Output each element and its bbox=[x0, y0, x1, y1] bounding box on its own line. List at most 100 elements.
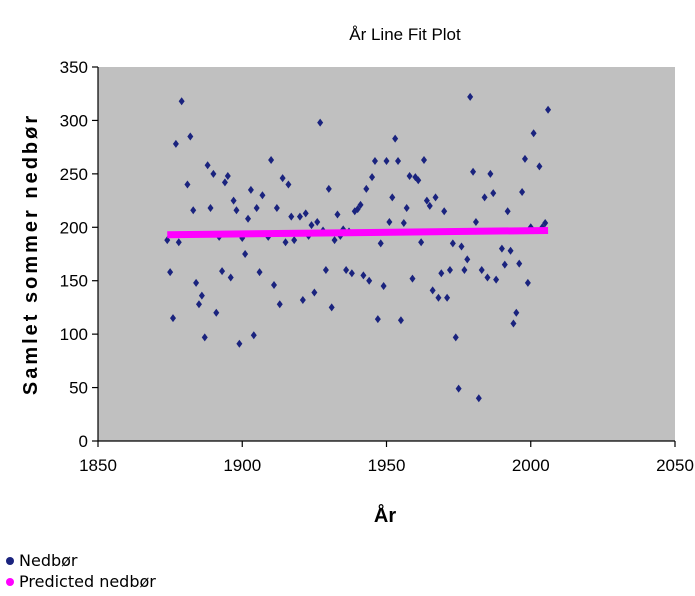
y-tick-label: 250 bbox=[60, 165, 88, 184]
data-point bbox=[472, 217, 479, 226]
data-point bbox=[386, 217, 393, 226]
data-point bbox=[256, 268, 263, 277]
data-point bbox=[389, 193, 396, 202]
data-point bbox=[236, 339, 243, 348]
data-point bbox=[444, 293, 451, 302]
data-point bbox=[204, 161, 211, 170]
data-point bbox=[369, 173, 376, 182]
data-point bbox=[175, 238, 182, 247]
x-tick-label: 2000 bbox=[512, 456, 550, 475]
data-point bbox=[464, 255, 471, 264]
data-point bbox=[219, 267, 226, 276]
data-point bbox=[296, 212, 303, 221]
plot-area bbox=[98, 67, 675, 441]
data-point bbox=[190, 206, 197, 215]
data-point bbox=[302, 209, 309, 218]
data-point bbox=[530, 129, 537, 138]
legend-label-nedbor: Nedbør bbox=[19, 551, 78, 570]
data-point bbox=[409, 274, 416, 283]
legend-item-predicted: Predicted nedbør bbox=[6, 571, 156, 592]
data-point bbox=[245, 214, 252, 223]
y-tick-label: 50 bbox=[69, 379, 88, 398]
data-point bbox=[325, 184, 332, 193]
data-point bbox=[170, 314, 177, 323]
data-point bbox=[184, 180, 191, 189]
data-point bbox=[487, 169, 494, 178]
data-point bbox=[195, 300, 202, 309]
data-point bbox=[343, 266, 350, 275]
y-tick-label: 350 bbox=[60, 58, 88, 77]
legend-marker-icon bbox=[6, 577, 14, 586]
data-point bbox=[357, 200, 364, 209]
x-tick-label: 1900 bbox=[223, 456, 261, 475]
data-point bbox=[438, 269, 445, 278]
fit-line bbox=[167, 226, 549, 239]
data-point bbox=[504, 207, 511, 216]
x-axis-title: År bbox=[374, 503, 396, 527]
data-point bbox=[524, 278, 531, 287]
data-point bbox=[513, 308, 520, 317]
data-point bbox=[435, 293, 442, 302]
x-tick-label: 2050 bbox=[656, 456, 694, 475]
data-point bbox=[383, 157, 390, 166]
data-point bbox=[377, 239, 384, 248]
data-point bbox=[478, 266, 485, 275]
data-point bbox=[178, 97, 185, 106]
data-point bbox=[458, 242, 465, 251]
data-point bbox=[299, 295, 306, 304]
line-fit-chart: År Line Fit Plot 0 50 100 150 200 250 300 350 1… bbox=[20, 25, 694, 527]
predicted-series bbox=[167, 226, 549, 239]
data-point bbox=[279, 174, 286, 183]
data-point bbox=[308, 221, 315, 230]
data-point bbox=[328, 303, 335, 312]
data-point bbox=[172, 139, 179, 148]
data-point bbox=[519, 188, 526, 197]
data-point bbox=[403, 204, 410, 213]
data-point bbox=[201, 333, 208, 342]
data-point bbox=[314, 217, 321, 226]
nedbor-series bbox=[164, 92, 552, 403]
data-point bbox=[400, 219, 407, 228]
data-point bbox=[449, 239, 456, 248]
data-point bbox=[285, 180, 292, 189]
data-point bbox=[230, 196, 237, 205]
data-point bbox=[426, 201, 433, 210]
data-point bbox=[415, 176, 422, 185]
data-point bbox=[423, 196, 430, 205]
data-point bbox=[501, 260, 508, 269]
data-point bbox=[213, 308, 220, 317]
data-point bbox=[374, 315, 381, 324]
data-point bbox=[273, 204, 280, 213]
data-point bbox=[227, 273, 234, 282]
data-point bbox=[470, 167, 477, 176]
data-point bbox=[467, 92, 474, 101]
y-tick-label: 0 bbox=[79, 432, 88, 451]
chart-legend: Nedbør Predicted nedbør bbox=[6, 550, 156, 592]
data-point bbox=[432, 193, 439, 202]
data-point bbox=[452, 333, 459, 342]
data-point bbox=[484, 273, 491, 282]
data-point bbox=[167, 268, 174, 277]
y-tick-label: 200 bbox=[60, 218, 88, 237]
data-point bbox=[276, 300, 283, 309]
data-point bbox=[493, 275, 500, 284]
x-tick-label: 1850 bbox=[79, 456, 117, 475]
data-point bbox=[291, 236, 298, 245]
data-point bbox=[418, 238, 425, 247]
legend-marker-icon bbox=[6, 556, 14, 565]
data-point bbox=[354, 205, 361, 214]
data-point bbox=[334, 210, 341, 219]
data-point bbox=[406, 171, 413, 180]
data-point bbox=[253, 204, 260, 213]
data-point bbox=[371, 157, 378, 166]
data-point bbox=[247, 185, 254, 194]
data-point bbox=[516, 259, 523, 268]
data-point bbox=[392, 134, 399, 143]
data-point bbox=[288, 212, 295, 221]
data-point bbox=[270, 280, 277, 289]
data-point bbox=[498, 244, 505, 253]
data-point bbox=[481, 193, 488, 202]
data-point bbox=[224, 171, 231, 180]
data-point bbox=[198, 291, 205, 300]
data-point bbox=[311, 288, 318, 297]
